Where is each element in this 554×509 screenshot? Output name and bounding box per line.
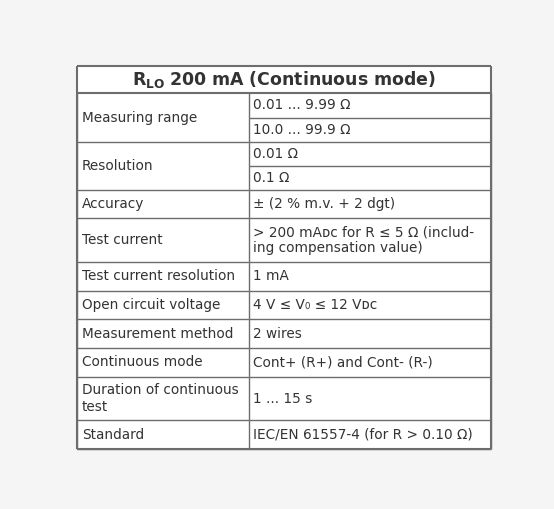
Text: ± (2 % m.v. + 2 dgt): ± (2 % m.v. + 2 dgt): [254, 197, 396, 211]
Text: $\mathbf{R_{LO}}$ $\mathbf{200\ mA\ (Continuous\ mode)}$: $\mathbf{R_{LO}}$ $\mathbf{200\ mA\ (Con…: [132, 69, 436, 90]
Text: Open circuit voltage: Open circuit voltage: [81, 298, 220, 312]
Text: 10.0 ... 99.9 Ω: 10.0 ... 99.9 Ω: [254, 123, 351, 136]
Text: Measuring range: Measuring range: [81, 110, 197, 125]
Text: 1 mA: 1 mA: [254, 269, 289, 284]
Text: Standard: Standard: [81, 428, 144, 442]
Text: 0.01 Ω: 0.01 Ω: [254, 147, 299, 160]
Text: IEC/EN 61557-4 (for R > 0.10 Ω): IEC/EN 61557-4 (for R > 0.10 Ω): [254, 428, 473, 442]
Text: 4 V ≤ V₀ ≤ 12 Vᴅᴄ: 4 V ≤ V₀ ≤ 12 Vᴅᴄ: [254, 298, 378, 312]
Text: Accuracy: Accuracy: [81, 197, 144, 211]
Text: 0.01 ... 9.99 Ω: 0.01 ... 9.99 Ω: [254, 99, 351, 112]
Text: > 200 mAᴅᴄ for R ≤ 5 Ω (includ-
ing compensation value): > 200 mAᴅᴄ for R ≤ 5 Ω (includ- ing comp…: [254, 225, 475, 255]
Text: Test current: Test current: [81, 233, 162, 247]
Text: Cont+ (R+) and Cont- (R-): Cont+ (R+) and Cont- (R-): [254, 355, 433, 369]
Text: Measurement method: Measurement method: [81, 327, 233, 341]
Text: Continuous mode: Continuous mode: [81, 355, 202, 369]
Text: Resolution: Resolution: [81, 158, 153, 173]
Text: 1 ... 15 s: 1 ... 15 s: [254, 391, 313, 406]
Text: 0.1 Ω: 0.1 Ω: [254, 171, 290, 185]
Text: Duration of continuous
test: Duration of continuous test: [81, 383, 238, 414]
Text: Test current resolution: Test current resolution: [81, 269, 235, 284]
Text: 2 wires: 2 wires: [254, 327, 302, 341]
